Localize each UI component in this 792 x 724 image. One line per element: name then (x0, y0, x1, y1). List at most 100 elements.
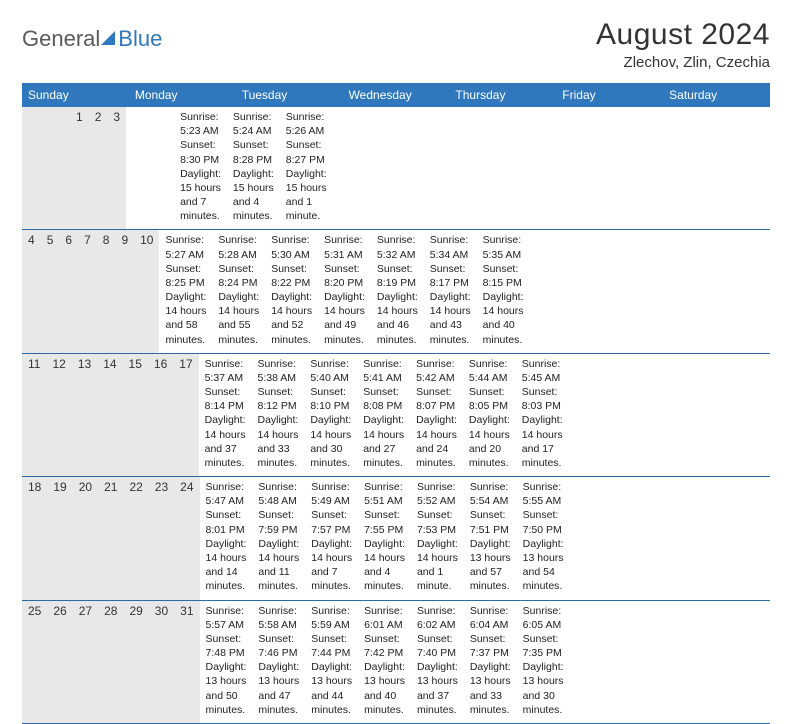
sunrise-text: Sunrise: 5:55 AM (523, 480, 564, 508)
sunset-text: Sunset: 8:28 PM (233, 138, 274, 166)
brand-part2: Blue (118, 26, 162, 52)
daynum-bar: 25262728293031 (22, 601, 200, 723)
sunset-text: Sunset: 7:35 PM (523, 632, 564, 660)
sunset-text: Sunset: 8:24 PM (218, 262, 259, 290)
day-number (34, 107, 46, 229)
sunset-text: Sunset: 7:37 PM (470, 632, 511, 660)
day-number: 12 (46, 354, 71, 476)
daylight-text: Daylight: 14 hours and 49 minutes. (324, 290, 365, 347)
sunrise-text: Sunrise: 5:48 AM (258, 480, 299, 508)
sunrise-text: Sunrise: 6:04 AM (470, 604, 511, 632)
day-number: 21 (98, 477, 123, 599)
sunrise-text: Sunrise: 6:05 AM (523, 604, 564, 632)
sunset-text: Sunset: 8:19 PM (377, 262, 418, 290)
dow-friday: Friday (556, 83, 663, 107)
daylight-text: Daylight: 13 hours and 44 minutes. (311, 660, 352, 717)
daynum-bar: 11121314151617 (22, 354, 199, 476)
day-number: 8 (97, 230, 116, 352)
day-number: 13 (72, 354, 97, 476)
sunrise-text: Sunrise: 5:57 AM (206, 604, 247, 632)
weeks-container: 123Sunrise: 5:23 AMSunset: 8:30 PMDaylig… (22, 107, 770, 724)
day-details: Sunrise: 5:54 AMSunset: 7:51 PMDaylight:… (464, 477, 517, 599)
daylight-text: Daylight: 14 hours and 24 minutes. (416, 413, 457, 470)
dow-sunday: Sunday (22, 83, 129, 107)
day-details: Sunrise: 5:41 AMSunset: 8:08 PMDaylight:… (357, 354, 410, 476)
dow-monday: Monday (129, 83, 236, 107)
day-number: 2 (89, 107, 108, 229)
sunrise-text: Sunrise: 5:32 AM (377, 233, 418, 261)
day-details: Sunrise: 6:02 AMSunset: 7:40 PMDaylight:… (411, 601, 464, 723)
day-details: Sunrise: 5:31 AMSunset: 8:20 PMDaylight:… (318, 230, 371, 352)
daylight-text: Daylight: 14 hours and 17 minutes. (522, 413, 563, 470)
week-row: 45678910Sunrise: 5:27 AMSunset: 8:25 PMD… (22, 230, 770, 353)
sunrise-text: Sunrise: 5:37 AM (205, 357, 246, 385)
dow-thursday: Thursday (449, 83, 556, 107)
day-number: 25 (22, 601, 47, 723)
sunrise-text: Sunrise: 5:54 AM (470, 480, 511, 508)
daylight-text: Daylight: 15 hours and 7 minutes. (180, 167, 221, 224)
brand-triangle-icon (101, 31, 115, 45)
daylight-text: Daylight: 14 hours and 20 minutes. (469, 413, 510, 470)
week-row: 123Sunrise: 5:23 AMSunset: 8:30 PMDaylig… (22, 107, 770, 230)
day-details (162, 107, 174, 229)
day-number: 24 (174, 477, 199, 599)
sunrise-text: Sunrise: 5:30 AM (271, 233, 312, 261)
day-details (150, 107, 162, 229)
day-details: Sunrise: 6:04 AMSunset: 7:37 PMDaylight:… (464, 601, 517, 723)
sunrise-text: Sunrise: 5:28 AM (218, 233, 259, 261)
title-block: August 2024 Zlechov, Zlin, Czechia (596, 18, 770, 71)
calendar-grid: Sunday Monday Tuesday Wednesday Thursday… (22, 83, 770, 724)
sunset-text: Sunset: 7:50 PM (523, 508, 564, 536)
daylight-text: Daylight: 13 hours and 33 minutes. (470, 660, 511, 717)
sunset-text: Sunset: 7:44 PM (311, 632, 352, 660)
week-row: 18192021222324Sunrise: 5:47 AMSunset: 8:… (22, 477, 770, 600)
day-details (138, 107, 150, 229)
daylight-text: Daylight: 13 hours and 50 minutes. (206, 660, 247, 717)
sunset-text: Sunset: 8:17 PM (430, 262, 471, 290)
daylight-text: Daylight: 14 hours and 33 minutes. (257, 413, 298, 470)
daylight-text: Daylight: 14 hours and 14 minutes. (206, 537, 247, 594)
day-number: 5 (41, 230, 60, 352)
sunrise-text: Sunrise: 5:38 AM (257, 357, 298, 385)
sunset-text: Sunset: 8:07 PM (416, 385, 457, 413)
day-details: Sunrise: 5:44 AMSunset: 8:05 PMDaylight:… (463, 354, 516, 476)
day-number: 9 (115, 230, 134, 352)
daylight-text: Daylight: 14 hours and 43 minutes. (430, 290, 471, 347)
daynum-bar: 123 (22, 107, 126, 229)
daylight-text: Daylight: 15 hours and 1 minute. (286, 167, 327, 224)
days-of-week-header: Sunday Monday Tuesday Wednesday Thursday… (22, 83, 770, 107)
day-details: Sunrise: 6:05 AMSunset: 7:35 PMDaylight:… (517, 601, 570, 723)
sunrise-text: Sunrise: 5:52 AM (417, 480, 458, 508)
day-number: 4 (22, 230, 41, 352)
day-number: 29 (123, 601, 148, 723)
daylight-text: Daylight: 13 hours and 37 minutes. (417, 660, 458, 717)
calendar-page: General Blue August 2024 Zlechov, Zlin, … (0, 0, 792, 724)
details-bar: Sunrise: 5:37 AMSunset: 8:14 PMDaylight:… (199, 354, 569, 476)
sunset-text: Sunset: 8:22 PM (271, 262, 312, 290)
sunset-text: Sunset: 7:46 PM (258, 632, 299, 660)
sunrise-text: Sunrise: 5:40 AM (310, 357, 351, 385)
day-details: Sunrise: 5:57 AMSunset: 7:48 PMDaylight:… (200, 601, 253, 723)
day-details: Sunrise: 5:34 AMSunset: 8:17 PMDaylight:… (424, 230, 477, 352)
day-details (126, 107, 138, 229)
sunrise-text: Sunrise: 5:59 AM (311, 604, 352, 632)
day-details: Sunrise: 5:47 AMSunset: 8:01 PMDaylight:… (200, 477, 253, 599)
daylight-text: Daylight: 14 hours and 30 minutes. (310, 413, 351, 470)
sunrise-text: Sunrise: 5:51 AM (364, 480, 405, 508)
sunset-text: Sunset: 7:57 PM (311, 508, 352, 536)
details-bar: Sunrise: 5:47 AMSunset: 8:01 PMDaylight:… (200, 477, 570, 599)
brand-part1: General (22, 26, 100, 52)
sunrise-text: Sunrise: 5:24 AM (233, 110, 274, 138)
daylight-text: Daylight: 14 hours and 27 minutes. (363, 413, 404, 470)
sunrise-text: Sunrise: 5:44 AM (469, 357, 510, 385)
day-number (58, 107, 70, 229)
day-number: 28 (98, 601, 123, 723)
daylight-text: Daylight: 13 hours and 30 minutes. (523, 660, 564, 717)
day-details: Sunrise: 5:48 AMSunset: 7:59 PMDaylight:… (252, 477, 305, 599)
dow-wednesday: Wednesday (343, 83, 450, 107)
day-number: 3 (107, 107, 126, 229)
day-number: 22 (123, 477, 148, 599)
day-number: 10 (134, 230, 159, 352)
sunset-text: Sunset: 7:40 PM (417, 632, 458, 660)
daylight-text: Daylight: 14 hours and 46 minutes. (377, 290, 418, 347)
